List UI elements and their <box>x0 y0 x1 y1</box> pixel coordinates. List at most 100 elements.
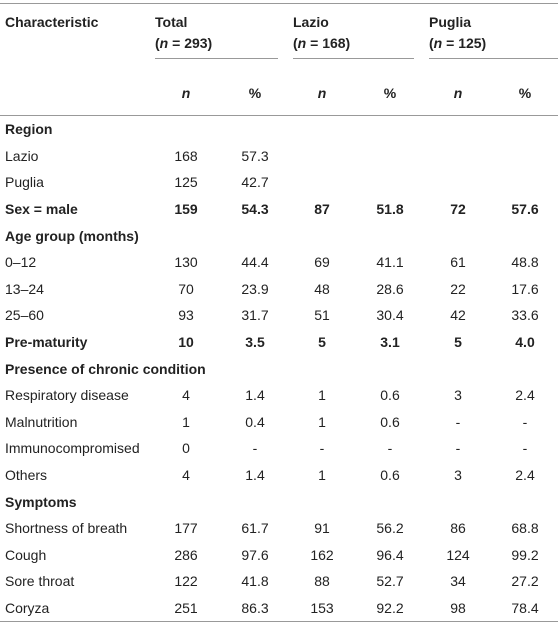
data-row: Shortness of breath 177 61.7 91 56.2 86 68.8 <box>0 515 558 542</box>
data-row: 0–12 130 44.4 69 41.1 61 48.8 <box>0 249 558 276</box>
cell: 3 <box>454 467 462 484</box>
cell: 61.7 <box>241 520 269 537</box>
cell: 57.6 <box>511 201 539 218</box>
row-label: Cough <box>5 546 47 563</box>
cell: 22 <box>450 280 466 297</box>
cell <box>150 222 222 249</box>
cell: 61 <box>450 254 466 271</box>
cell: 51.8 <box>376 201 404 218</box>
cell: 72 <box>450 201 466 218</box>
data-row: 13–24 70 23.9 48 28.6 22 17.6 <box>0 276 558 303</box>
table-body: Region Lazio 168 57.3 Puglia 125 42.7 Sex = mal… <box>0 116 558 623</box>
cell: 42.7 <box>241 174 269 191</box>
data-row: Puglia 125 42.7 <box>0 169 558 196</box>
data-row: Cough 286 97.6 162 96.4 124 99.2 <box>0 542 558 569</box>
cell: 48 <box>314 280 330 297</box>
group-name: Total <box>155 14 188 30</box>
cell: 3.5 <box>245 334 265 351</box>
cell: 17.6 <box>511 280 539 297</box>
cell: 33.6 <box>511 307 539 324</box>
cell: 51 <box>314 307 330 324</box>
cell: 93 <box>178 307 194 324</box>
cell: 98 <box>424 594 492 623</box>
group-var: n <box>159 35 169 51</box>
cell: 4.0 <box>515 334 535 351</box>
row-label: Region <box>5 121 53 138</box>
group-header: Total (n = 293) <box>150 3 288 70</box>
cell: 41.8 <box>241 573 269 590</box>
cell <box>492 169 558 196</box>
cell <box>222 488 288 515</box>
cell: 0.6 <box>380 387 400 404</box>
row-label: Presence of chronic condition <box>5 360 206 377</box>
cell: 1 <box>318 387 326 404</box>
cell: 87 <box>314 201 330 218</box>
cell <box>492 116 558 143</box>
section-row: Pre-maturity 10 3.5 5 3.1 5 4.0 <box>0 329 558 356</box>
cell: - <box>455 413 461 430</box>
row-label: Age group (months) <box>5 227 139 244</box>
row-label: 0–12 <box>5 254 37 271</box>
subheader-row: n % n % n % <box>0 70 558 116</box>
header-label: Characteristic <box>0 3 150 70</box>
cell: 1.4 <box>245 467 265 484</box>
cell: 2.4 <box>515 387 535 404</box>
group-var: n <box>297 35 307 51</box>
group-size: = 293) <box>168 35 213 51</box>
cell: 78.4 <box>492 594 558 623</box>
cell: 153 <box>288 594 356 623</box>
data-row: Sore throat 122 41.8 88 52.7 34 27.2 <box>0 568 558 595</box>
row-label: Lazio <box>5 147 39 164</box>
cell: 1 <box>182 413 190 430</box>
cell <box>492 488 558 515</box>
group-name: Lazio <box>293 14 329 30</box>
cell: 251 <box>150 594 222 623</box>
row-label: Pre-maturity <box>5 334 88 351</box>
group-header: Lazio (n = 168) <box>288 3 424 70</box>
cell: 28.6 <box>376 280 404 297</box>
section-row: Region <box>0 116 558 143</box>
subheader: n <box>288 70 356 116</box>
group-size: = 125) <box>442 35 487 51</box>
group-header: Puglia (n = 125) <box>424 3 558 70</box>
row-label: Respiratory disease <box>5 387 129 404</box>
cell: 91 <box>314 520 330 537</box>
group-block: Lazio (n = 168) <box>293 12 414 59</box>
group-open: ( <box>293 35 298 51</box>
cell: 168 <box>174 147 198 164</box>
group-block: Total (n = 293) <box>155 12 278 59</box>
data-table: Characteristic Total (n = 293) Lazio (n = … <box>0 3 558 623</box>
subheader: % <box>222 70 288 116</box>
data-row: Immunocompromised 0 - - - - - <box>0 435 558 462</box>
cell: 99.2 <box>511 546 539 563</box>
cell <box>222 116 288 143</box>
header-row: Characteristic Total (n = 293) Lazio (n = … <box>0 3 558 70</box>
cell: 69 <box>314 254 330 271</box>
cell: 30.4 <box>376 307 404 324</box>
cell <box>424 488 492 515</box>
row-label: Coryza <box>0 594 150 623</box>
data-row: Others 4 1.4 1 0.6 3 2.4 <box>0 462 558 489</box>
cell: 0 <box>182 440 190 457</box>
cell <box>222 355 288 382</box>
cell: 68.8 <box>511 520 539 537</box>
cell <box>356 116 424 143</box>
cell <box>492 143 558 170</box>
cell: 86.3 <box>222 594 288 623</box>
cell: 34 <box>450 573 466 590</box>
cell: 5 <box>318 334 326 351</box>
cell: 86 <box>450 520 466 537</box>
cell: 88 <box>314 573 330 590</box>
cell <box>356 355 424 382</box>
row-label: Others <box>5 467 48 484</box>
cell <box>424 355 492 382</box>
row-label: 13–24 <box>5 280 44 297</box>
cell: - <box>319 440 325 457</box>
cell: 3 <box>454 387 462 404</box>
cell <box>288 488 356 515</box>
cell: 10 <box>178 334 194 351</box>
group-var: n <box>433 35 443 51</box>
cell: 162 <box>310 546 334 563</box>
cell: 97.6 <box>241 546 269 563</box>
group-open: ( <box>429 35 434 51</box>
